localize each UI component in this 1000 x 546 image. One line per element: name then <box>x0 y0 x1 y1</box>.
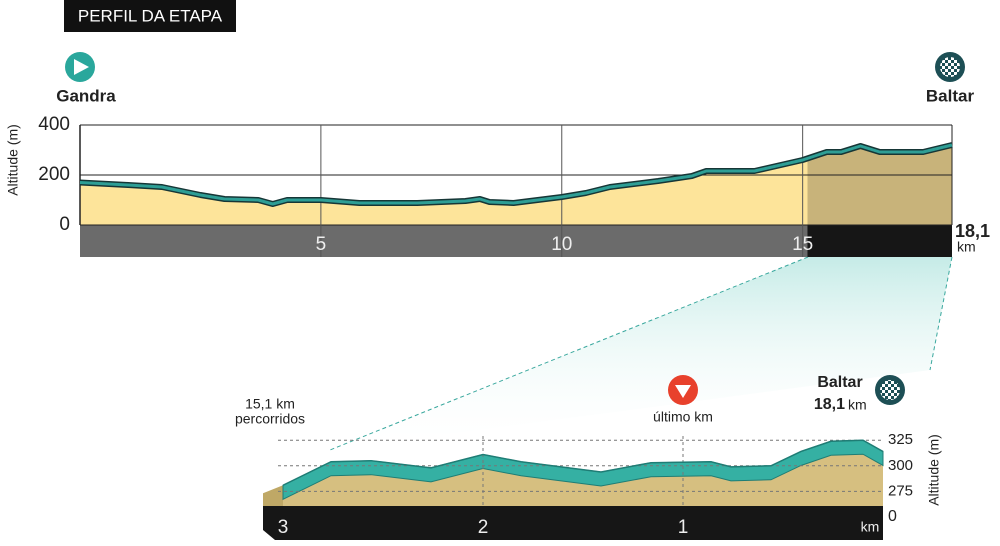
end-unit: km <box>957 239 976 255</box>
area-fill <box>80 145 952 225</box>
finish-label: Baltar <box>926 86 975 105</box>
start-label: Gandra <box>56 86 116 105</box>
y-tick-label: 275 <box>888 482 913 499</box>
x-tick-label: 2 <box>478 517 489 538</box>
y-tick-label: 400 <box>38 114 70 135</box>
detail-line <box>282 439 884 486</box>
start-icon <box>65 52 95 82</box>
x-tick-label: 1 <box>678 517 689 538</box>
x-tick-label: 3 <box>278 517 289 538</box>
y-tick-label: 300 <box>888 457 913 474</box>
detail-finish-unit: km <box>848 397 867 413</box>
finish-icon <box>935 52 965 82</box>
detail-base <box>263 506 883 540</box>
axis-band <box>80 225 952 257</box>
last-km-icon <box>668 375 698 405</box>
zoom-connector <box>329 256 809 451</box>
detail-finish-icon <box>875 375 905 405</box>
x-tick-label: 15 <box>792 234 813 255</box>
zoom-glow <box>330 257 952 450</box>
y-tick-label: 325 <box>888 431 913 448</box>
y-axis-label: Altitude (m) <box>5 124 21 196</box>
detail-start-label: 15,1 km <box>245 396 295 412</box>
end-distance: 18,1 <box>955 221 990 241</box>
detail-area <box>283 454 883 510</box>
finish-band <box>807 225 952 257</box>
x-tick-label: 10 <box>551 234 572 255</box>
detail-finish-label: Baltar <box>817 374 862 391</box>
x-tick-label: 5 <box>316 234 327 255</box>
detail-y-axis-label: Altitude (m) <box>926 434 942 506</box>
highlight-area <box>807 145 952 225</box>
zoom-connector <box>929 256 953 371</box>
profile-line <box>79 143 953 206</box>
y-tick-label: 200 <box>38 164 70 185</box>
detail-start-sublabel: percorridos <box>235 411 305 427</box>
y-tick-label: 0 <box>59 214 70 235</box>
marker-label: último km <box>653 409 713 425</box>
title-banner <box>64 0 236 32</box>
title: PERFIL DA ETAPA <box>78 6 223 25</box>
detail-zero-label: 0 <box>888 508 897 525</box>
detail-finish-distance: 18,1 <box>814 396 845 413</box>
x-unit: km <box>861 519 880 535</box>
